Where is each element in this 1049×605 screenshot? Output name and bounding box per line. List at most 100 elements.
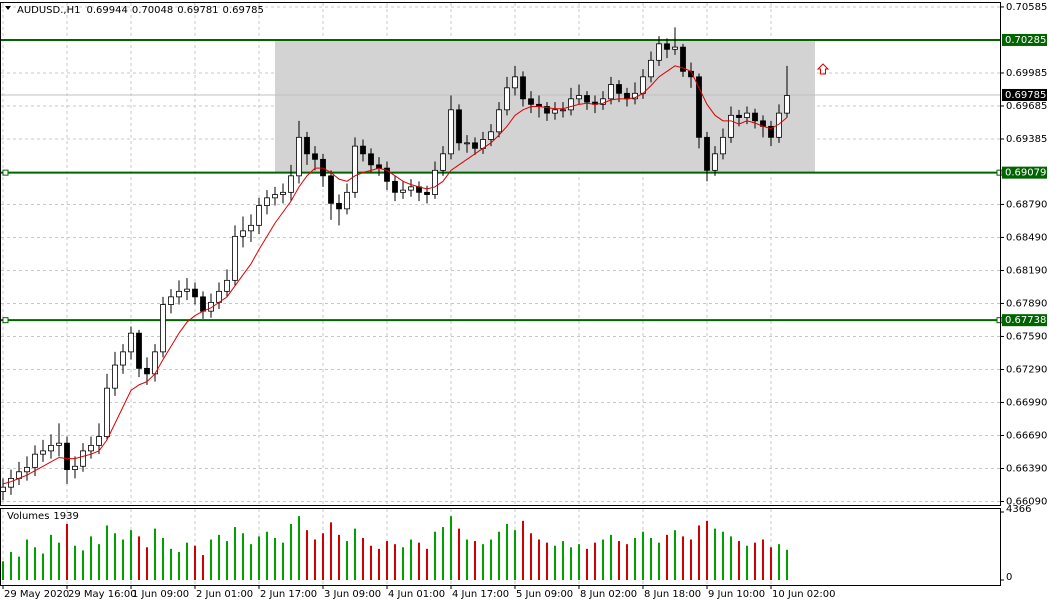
y-tick-label: 0.69385 <box>1006 134 1047 145</box>
current-price-label: 0.69785 <box>1005 90 1046 101</box>
marks <box>0 27 790 580</box>
candle-body <box>184 288 190 292</box>
candle-body <box>504 87 510 111</box>
candle-body <box>560 109 566 112</box>
candle-body <box>640 76 646 94</box>
x-tick-label: 8 Jun 02:00 <box>580 589 637 600</box>
x-tick-label: 3 Jun 09:00 <box>324 589 381 600</box>
symbol: AUDUSD.,H1 <box>17 5 80 16</box>
candle-body <box>432 169 438 195</box>
y-tick-label: 0.66090 <box>1006 496 1047 507</box>
level-price-box <box>1002 33 1047 46</box>
level-handle <box>996 169 1003 176</box>
volume-frame <box>0 508 1001 586</box>
y-tick-label: 0.69685 <box>1006 101 1047 112</box>
candle-body <box>424 191 430 195</box>
candle-body <box>88 444 94 452</box>
y-tick-label: 0.69985 <box>1006 68 1047 79</box>
menu-arrow[interactable] <box>5 6 11 10</box>
header-open: 0.69944 <box>86 5 127 16</box>
level-handle <box>2 317 9 324</box>
candle-body <box>144 367 150 375</box>
candle-body <box>472 142 478 149</box>
candle-body <box>440 153 446 171</box>
x-tick-label: 4 Jun 17:00 <box>452 589 509 600</box>
candle-body <box>56 442 62 446</box>
candle-body <box>696 76 702 138</box>
volume-tick-label: 0 <box>1006 572 1012 583</box>
y-tick-label: 0.70585 <box>1006 2 1047 13</box>
candle-body <box>552 109 558 114</box>
level-price-box <box>1002 166 1047 179</box>
candle-body <box>24 466 30 473</box>
current-price-box <box>1002 88 1047 101</box>
candle-body <box>192 288 198 298</box>
candle-body <box>200 296 206 312</box>
candle-body <box>296 136 302 177</box>
y-tick-label: 0.67890 <box>1006 298 1047 309</box>
y-tick-label: 0.66990 <box>1006 397 1047 408</box>
candle-body <box>384 167 390 182</box>
x-tick-label: 8 Jun 18:00 <box>644 589 701 600</box>
candle-body <box>304 136 310 155</box>
candle-body <box>64 442 70 470</box>
candle-body <box>728 114 734 138</box>
x-tick-label: 5 Jun 09:00 <box>516 589 573 600</box>
levels <box>1 38 1003 324</box>
y-tick-label: 0.68490 <box>1006 232 1047 243</box>
candle-body <box>168 296 174 305</box>
candle-body <box>288 175 294 193</box>
candle-body <box>568 98 574 111</box>
candle-body <box>520 76 526 100</box>
y-tick-label: 0.66690 <box>1006 430 1047 441</box>
candle-body <box>176 290 182 298</box>
moving-average <box>2 65 788 485</box>
candle-body <box>360 145 366 155</box>
candle-body <box>584 95 590 103</box>
candle-body <box>664 43 670 50</box>
x-tick-label: 29 May 2020 <box>4 589 69 600</box>
candle-body <box>448 109 454 155</box>
candle-body <box>656 43 662 61</box>
candle-body <box>232 235 238 281</box>
candle-body <box>264 197 270 206</box>
level-price-label: 0.70285 <box>1005 35 1046 46</box>
candle-body <box>576 95 582 100</box>
candle-body <box>96 436 102 446</box>
volume-tick-label: 4366 <box>1006 504 1031 515</box>
candle-body <box>72 465 78 470</box>
candle-body <box>112 364 118 389</box>
candle-body <box>408 186 414 191</box>
candle-body <box>336 202 342 210</box>
level-handle <box>2 169 9 176</box>
x-tick-label: 1 Jun 09:00 <box>132 589 189 600</box>
candle-body <box>352 145 358 193</box>
y-tick-label: 0.66390 <box>1006 463 1047 474</box>
candle-body <box>224 279 230 292</box>
candle-body <box>512 76 518 89</box>
header-close: 0.69785 <box>223 5 264 16</box>
candle-body <box>320 158 326 177</box>
candle-body <box>328 175 334 204</box>
up-arrow-signal <box>816 63 830 75</box>
header: AUDUSD.,H1 0.69944 0.70048 0.69781 0.69785 <box>17 5 264 16</box>
candle-body <box>40 450 46 455</box>
candle-body <box>672 46 678 50</box>
candle-body <box>344 191 350 210</box>
x-tick-label: 29 May 16:00 <box>68 589 137 600</box>
candle-body <box>240 230 246 237</box>
header-low: 0.69781 <box>177 5 218 16</box>
header-high: 0.70048 <box>132 5 173 16</box>
candle-body <box>648 59 654 78</box>
candle-body <box>272 194 278 199</box>
candle-body <box>704 136 710 171</box>
candle-body <box>312 153 318 160</box>
candle-body <box>368 153 374 166</box>
candle-body <box>608 84 614 100</box>
candle-body <box>768 125 774 138</box>
main-frame <box>0 2 1001 506</box>
candle-body <box>80 450 86 467</box>
volume-header: Volumes 1939 <box>7 511 79 522</box>
candle-body <box>496 109 502 133</box>
